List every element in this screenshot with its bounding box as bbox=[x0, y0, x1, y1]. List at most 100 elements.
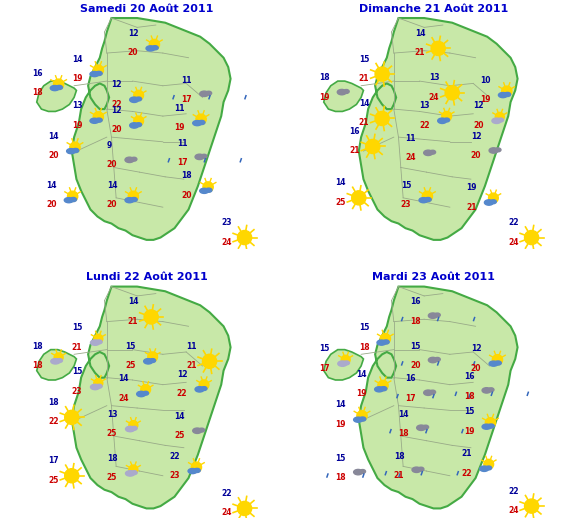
Text: 15: 15 bbox=[359, 323, 369, 332]
Ellipse shape bbox=[429, 357, 437, 363]
Ellipse shape bbox=[64, 198, 73, 203]
Title: Dimanche 21 Août 2011: Dimanche 21 Août 2011 bbox=[359, 4, 508, 14]
Ellipse shape bbox=[480, 466, 489, 471]
Circle shape bbox=[141, 384, 151, 394]
Text: 14: 14 bbox=[398, 410, 409, 418]
Circle shape bbox=[524, 231, 539, 245]
Text: 15: 15 bbox=[72, 323, 82, 332]
Text: 24: 24 bbox=[508, 237, 519, 246]
Ellipse shape bbox=[90, 384, 100, 390]
Text: 24: 24 bbox=[508, 506, 519, 515]
Text: 21: 21 bbox=[359, 74, 369, 83]
Circle shape bbox=[485, 418, 495, 428]
Ellipse shape bbox=[360, 470, 365, 473]
Text: 19: 19 bbox=[175, 123, 185, 132]
Text: 15: 15 bbox=[335, 454, 346, 463]
Text: 22: 22 bbox=[221, 489, 232, 498]
Text: 22: 22 bbox=[508, 218, 519, 227]
Text: 20: 20 bbox=[473, 121, 484, 130]
Ellipse shape bbox=[377, 340, 386, 345]
Text: 17: 17 bbox=[182, 95, 192, 104]
Ellipse shape bbox=[198, 120, 205, 124]
Ellipse shape bbox=[130, 123, 139, 128]
Text: 20: 20 bbox=[46, 200, 57, 209]
Ellipse shape bbox=[51, 359, 60, 364]
Text: 20: 20 bbox=[111, 126, 122, 134]
Ellipse shape bbox=[144, 359, 153, 364]
Text: 13: 13 bbox=[107, 410, 117, 418]
Text: 12: 12 bbox=[471, 344, 481, 353]
Ellipse shape bbox=[143, 391, 148, 395]
Ellipse shape bbox=[424, 150, 433, 155]
Text: 15: 15 bbox=[464, 407, 474, 416]
Text: 18: 18 bbox=[32, 342, 43, 351]
Text: 20: 20 bbox=[182, 191, 192, 200]
Text: 23: 23 bbox=[170, 471, 180, 480]
Circle shape bbox=[93, 65, 103, 75]
Text: 11: 11 bbox=[175, 104, 185, 112]
Ellipse shape bbox=[360, 417, 366, 421]
Title: Samedi 20 Août 2011: Samedi 20 Août 2011 bbox=[80, 4, 213, 14]
Title: Mardi 23 Août 2011: Mardi 23 Août 2011 bbox=[372, 272, 495, 282]
Text: 15: 15 bbox=[125, 342, 136, 351]
Ellipse shape bbox=[489, 148, 498, 153]
Circle shape bbox=[502, 86, 512, 96]
Text: 20: 20 bbox=[107, 161, 117, 169]
Text: 21: 21 bbox=[415, 49, 425, 58]
Ellipse shape bbox=[419, 198, 428, 203]
Ellipse shape bbox=[434, 357, 440, 361]
Text: 12: 12 bbox=[111, 80, 122, 89]
Text: 18: 18 bbox=[394, 451, 404, 461]
Text: 13: 13 bbox=[419, 101, 430, 110]
Ellipse shape bbox=[498, 93, 508, 98]
Circle shape bbox=[484, 459, 494, 469]
Ellipse shape bbox=[201, 154, 207, 158]
Text: 14: 14 bbox=[118, 374, 129, 383]
Text: 20: 20 bbox=[471, 151, 481, 160]
Ellipse shape bbox=[429, 313, 437, 319]
Ellipse shape bbox=[492, 118, 501, 123]
Text: 23: 23 bbox=[221, 218, 232, 227]
Circle shape bbox=[488, 193, 498, 203]
Circle shape bbox=[53, 79, 64, 89]
Text: 17: 17 bbox=[405, 394, 416, 403]
Text: 11: 11 bbox=[186, 342, 197, 351]
Circle shape bbox=[65, 410, 79, 425]
Text: 21: 21 bbox=[128, 317, 138, 326]
Text: 22: 22 bbox=[111, 100, 122, 109]
Ellipse shape bbox=[131, 426, 137, 430]
Ellipse shape bbox=[150, 359, 155, 362]
Ellipse shape bbox=[96, 71, 102, 75]
Circle shape bbox=[70, 142, 80, 152]
Text: 17: 17 bbox=[319, 363, 329, 373]
Circle shape bbox=[237, 231, 252, 245]
Ellipse shape bbox=[130, 97, 139, 103]
Polygon shape bbox=[37, 350, 77, 380]
Text: 16: 16 bbox=[410, 298, 420, 306]
Ellipse shape bbox=[200, 91, 209, 97]
Text: 14: 14 bbox=[335, 400, 346, 409]
Text: 25: 25 bbox=[125, 361, 136, 370]
Circle shape bbox=[380, 334, 390, 344]
Text: 11: 11 bbox=[405, 134, 416, 143]
Ellipse shape bbox=[495, 148, 501, 152]
Circle shape bbox=[199, 380, 209, 390]
Ellipse shape bbox=[125, 426, 135, 431]
Text: 14: 14 bbox=[415, 29, 425, 38]
Ellipse shape bbox=[344, 361, 349, 365]
Circle shape bbox=[431, 41, 445, 55]
Text: 18: 18 bbox=[182, 172, 192, 180]
Text: 21: 21 bbox=[394, 471, 404, 480]
Circle shape bbox=[129, 420, 138, 430]
Text: 14: 14 bbox=[175, 412, 185, 421]
Ellipse shape bbox=[56, 85, 63, 89]
Ellipse shape bbox=[96, 118, 102, 122]
Ellipse shape bbox=[199, 428, 205, 432]
Ellipse shape bbox=[146, 46, 155, 51]
Circle shape bbox=[65, 469, 79, 483]
Text: 10: 10 bbox=[480, 76, 491, 85]
Text: 12: 12 bbox=[471, 132, 481, 141]
Text: 19: 19 bbox=[72, 74, 82, 83]
Text: 18: 18 bbox=[464, 392, 474, 401]
Text: 16: 16 bbox=[405, 374, 416, 383]
